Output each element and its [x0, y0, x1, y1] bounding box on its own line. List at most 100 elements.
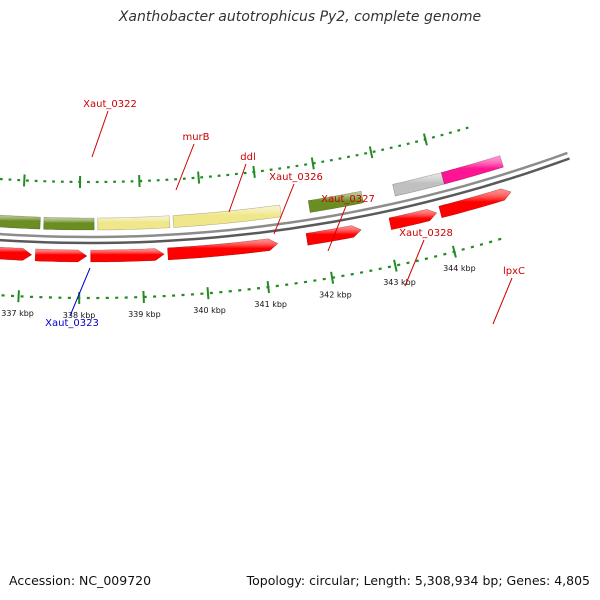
- major-tick-outer: [368, 146, 374, 159]
- outer-dot: [431, 135, 436, 139]
- genome-backbone: [0, 151, 570, 245]
- outer-dot: [338, 157, 342, 160]
- outer-dot: [346, 155, 351, 159]
- inner-dot: [369, 269, 373, 273]
- inner-dot: [497, 237, 502, 241]
- major-tick-outer: [310, 157, 315, 170]
- outer-dot: [321, 160, 325, 163]
- inner-dot: [424, 257, 429, 261]
- major-tick-inner: [266, 280, 270, 294]
- feature-shade-red-xaut0327: [90, 248, 165, 263]
- topology-summary: Topology: circular; Length: 5,308,934 bp…: [246, 573, 590, 588]
- feature-shade-red-xaut0328: [167, 238, 279, 261]
- inner-dot: [488, 240, 493, 244]
- gene-label: Xaut_0327: [321, 194, 375, 205]
- tick-label: 341 kbp: [254, 300, 287, 309]
- gene-label: Xaut_0328: [399, 228, 453, 239]
- feature-shade-red-right-2: [438, 188, 512, 219]
- outer-dot: [329, 158, 333, 162]
- major-tick-outer: [252, 165, 256, 179]
- inner-dot: [415, 259, 419, 263]
- feature-track: [0, 155, 512, 263]
- major-tick-inner: [330, 271, 335, 284]
- leader-line: [327, 205, 347, 252]
- feature-shade-green-xaut0326: [43, 216, 95, 231]
- tick-label: 340 kbp: [193, 306, 226, 315]
- major-tick-outer: [197, 171, 201, 184]
- leader-line: [404, 239, 425, 287]
- inner-dot: [378, 267, 382, 271]
- feature-shade-yellow-xaut0327: [97, 215, 171, 231]
- leader-line: [69, 267, 91, 317]
- major-tick-inner: [451, 245, 457, 258]
- inner-dot: [294, 282, 298, 285]
- leader-line: [492, 277, 513, 325]
- inner-dot: [461, 247, 465, 251]
- outer-dot: [448, 131, 453, 135]
- backbone-line-outer: [0, 151, 568, 239]
- inner-dot: [406, 261, 410, 265]
- inner-dot: [350, 272, 354, 276]
- outer-dot: [457, 128, 461, 132]
- gene-label: lpxC: [503, 266, 525, 277]
- inner-dot: [359, 271, 364, 274]
- gene-label: Xaut_0326: [269, 172, 323, 183]
- leader-line: [175, 143, 195, 191]
- tick-label: 343 kbp: [383, 278, 416, 287]
- outer-dot: [355, 153, 359, 157]
- gene-label: murB: [182, 132, 209, 143]
- major-tick-inner: [17, 290, 20, 303]
- major-tick-outer: [138, 175, 141, 188]
- accession-text: Accession: NC_009720: [9, 573, 152, 588]
- outer-dot: [295, 164, 299, 168]
- outer-dot: [465, 126, 469, 130]
- feature-shade-red-xaut0326: [34, 248, 88, 263]
- inner-dot: [341, 274, 345, 278]
- outer-tick-track: [0, 126, 469, 189]
- outer-dot: [304, 163, 308, 166]
- feature-shade-magenta-right: [440, 155, 504, 185]
- leader-line: [91, 110, 109, 158]
- major-tick-inner: [393, 259, 398, 272]
- leader-line: [228, 163, 247, 213]
- inner-tick-track: [1, 237, 502, 304]
- outer-dot: [440, 133, 444, 137]
- major-tick-inner: [142, 290, 145, 304]
- major-tick-outer: [422, 133, 428, 146]
- inner-dot: [470, 245, 475, 249]
- outer-dot: [381, 148, 385, 152]
- feature-shade-green-ddl: [0, 214, 41, 230]
- feature-shade-green-lpxC: [307, 190, 364, 213]
- tick-label: 342 kbp: [319, 291, 352, 300]
- major-tick-outer: [23, 174, 26, 187]
- tick-label: 339 kbp: [128, 310, 161, 319]
- inner-dot: [443, 252, 447, 256]
- feature-shade-red-ddl: [0, 246, 33, 261]
- inner-dot: [313, 279, 317, 282]
- inner-dot: [396, 263, 401, 267]
- feature-shade-red-right-1: [388, 208, 438, 231]
- inner-dot: [387, 265, 392, 269]
- gene-label: Xaut_0322: [83, 99, 137, 110]
- leader-line: [273, 183, 295, 235]
- tick-label: 338 kbp: [63, 311, 96, 320]
- gene-label: Xaut_0323: [45, 318, 99, 329]
- major-tick-inner: [206, 287, 210, 300]
- gene-label-layer: Xaut_0322 murB ddl Xaut_0326 Xaut_0327 Xaut_0…: [45, 99, 525, 329]
- tick-label: 337 kbp: [1, 309, 34, 318]
- outer-dot: [414, 140, 419, 144]
- inner-dot: [322, 277, 326, 281]
- tick-label: 344 kbp: [443, 264, 476, 273]
- map-title: Xanthobacter autotrophicus Py2, complete…: [118, 9, 482, 25]
- outer-dot: [406, 142, 410, 146]
- feature-shade-yellow-xaut0328: [172, 204, 282, 228]
- gene-label: ddl: [240, 152, 255, 163]
- feature-shade-red-lpxC: [305, 225, 362, 246]
- outer-dot: [372, 150, 376, 153]
- outer-dot: [398, 144, 402, 148]
- inner-dot: [433, 255, 438, 258]
- backbone-line-inner: [0, 157, 570, 245]
- outer-dot: [363, 152, 368, 155]
